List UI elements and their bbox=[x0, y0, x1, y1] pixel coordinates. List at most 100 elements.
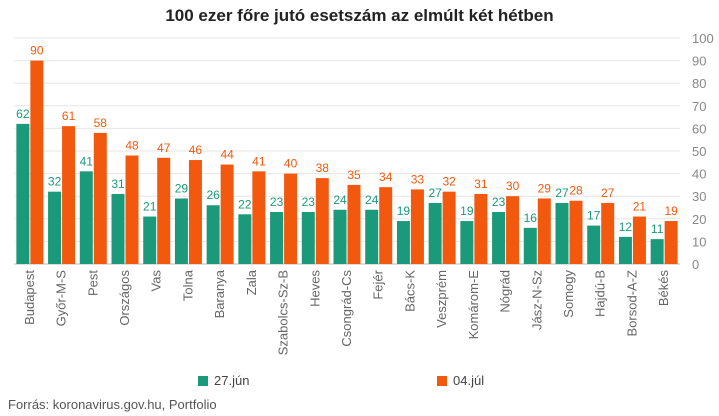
value-label: 58 bbox=[94, 116, 108, 130]
bar-series-1 bbox=[587, 225, 601, 264]
value-label: 62 bbox=[16, 107, 30, 121]
value-label: 19 bbox=[397, 204, 411, 218]
bar-series-2 bbox=[632, 216, 646, 264]
value-label: 35 bbox=[347, 168, 361, 182]
x-tick-label: Győr-M-S bbox=[54, 270, 69, 327]
x-tick-label: Tolna bbox=[180, 269, 195, 301]
bar-series-2 bbox=[379, 187, 393, 264]
value-label: 12 bbox=[619, 220, 633, 234]
x-tick-label: Veszprém bbox=[434, 270, 449, 328]
y-tick-label: 40 bbox=[692, 167, 706, 182]
bar-series-1 bbox=[111, 193, 125, 264]
bar-series-2 bbox=[474, 193, 488, 264]
bar-series-1 bbox=[492, 212, 506, 264]
value-label: 31 bbox=[474, 177, 488, 191]
value-label: 61 bbox=[62, 109, 76, 123]
x-tick-label: Fejér bbox=[371, 269, 386, 299]
source-note: Forrás: koronavirus.gov.hu, Portfolio bbox=[8, 397, 217, 412]
x-tick-label: Borsod-A-Z bbox=[624, 270, 639, 337]
bar-series-1 bbox=[270, 212, 284, 264]
bar-series-1 bbox=[143, 216, 157, 264]
bar-series-1 bbox=[650, 239, 664, 264]
bar-series-1 bbox=[555, 202, 569, 264]
y-tick-label: 100 bbox=[692, 31, 714, 46]
value-label: 23 bbox=[492, 195, 506, 209]
y-tick-label: 20 bbox=[692, 212, 706, 227]
value-label: 29 bbox=[538, 181, 552, 195]
bar-series-1 bbox=[16, 123, 30, 264]
value-label: 23 bbox=[270, 195, 284, 209]
bar-series-1 bbox=[48, 191, 62, 264]
value-label: 32 bbox=[442, 175, 456, 189]
x-axis-ticks: Budapest Győr-M-S Pest Országos Vas Tolna Bara… bbox=[22, 269, 671, 355]
x-tick-label: Csongrád-Cs bbox=[339, 270, 354, 347]
x-tick-label: Somogy bbox=[561, 270, 576, 318]
x-tick-label: Hajdú-B bbox=[593, 270, 608, 317]
y-tick-label: 30 bbox=[692, 189, 706, 204]
bar-series-1 bbox=[428, 202, 442, 264]
value-label: 27 bbox=[428, 186, 442, 200]
bar-series-1 bbox=[365, 209, 379, 264]
bar-series-2 bbox=[157, 157, 171, 264]
chart-title: 100 ezer főre jutó esetszám az elmúlt ké… bbox=[165, 6, 554, 25]
bar-series-1 bbox=[460, 221, 474, 264]
value-label: 30 bbox=[506, 179, 520, 193]
value-label: 48 bbox=[125, 139, 139, 153]
bar-series-1 bbox=[396, 221, 410, 264]
bar-series-1 bbox=[301, 212, 315, 264]
bar-series-2 bbox=[30, 60, 44, 264]
value-label: 16 bbox=[524, 211, 538, 225]
x-tick-label: Békés bbox=[656, 270, 671, 307]
y-axis-ticks: 0 10 20 30 40 50 60 70 80 90 100 bbox=[692, 31, 714, 272]
legend-label-series-2: 04.júl bbox=[453, 373, 485, 388]
x-tick-label: Pest bbox=[85, 270, 100, 296]
bar-series-2 bbox=[93, 132, 107, 264]
bar-series-1 bbox=[174, 198, 188, 264]
bar-series-2 bbox=[410, 189, 424, 264]
bar-series-2 bbox=[62, 126, 76, 264]
bar-series-2 bbox=[220, 164, 234, 264]
value-label: 19 bbox=[664, 204, 678, 218]
value-label: 27 bbox=[555, 186, 569, 200]
x-tick-label: Országos bbox=[117, 270, 132, 326]
bar-series-2 bbox=[315, 178, 329, 264]
value-label: 11 bbox=[651, 222, 664, 236]
bar-series-1 bbox=[238, 214, 252, 264]
bar-series-2 bbox=[664, 221, 678, 264]
value-label: 41 bbox=[80, 154, 94, 168]
x-tick-label: Vas bbox=[149, 270, 164, 292]
value-label: 33 bbox=[411, 172, 425, 186]
y-tick-label: 10 bbox=[692, 234, 706, 249]
value-label: 47 bbox=[157, 141, 171, 155]
bar-series-2 bbox=[188, 160, 202, 264]
x-tick-label: Zala bbox=[244, 269, 259, 295]
x-tick-label: Jász-N-Sz bbox=[529, 270, 544, 330]
value-label: 28 bbox=[569, 184, 583, 198]
value-label: 17 bbox=[587, 209, 601, 223]
value-label: 34 bbox=[379, 170, 393, 184]
value-label: 41 bbox=[252, 154, 266, 168]
y-tick-label: 0 bbox=[692, 257, 699, 272]
value-label: 32 bbox=[48, 175, 62, 189]
x-tick-label: Baranya bbox=[212, 269, 227, 318]
value-label: 21 bbox=[633, 200, 647, 214]
bar-series-2 bbox=[252, 171, 266, 264]
bar-series-2 bbox=[601, 202, 615, 264]
bar-series-2 bbox=[442, 191, 456, 264]
y-tick-label: 50 bbox=[692, 144, 706, 159]
bar-series-1 bbox=[333, 209, 347, 264]
x-tick-label: Nógrád bbox=[498, 270, 513, 313]
value-label: 44 bbox=[220, 148, 234, 162]
bar-series-2 bbox=[569, 200, 583, 264]
bars bbox=[16, 60, 678, 264]
value-label: 23 bbox=[302, 195, 316, 209]
bar-series-2 bbox=[284, 173, 298, 264]
x-tick-label: Komárom-E bbox=[466, 270, 481, 340]
value-label: 22 bbox=[238, 197, 252, 211]
value-label: 24 bbox=[333, 193, 347, 207]
bar-series-2 bbox=[506, 196, 520, 264]
legend: 27.jún 04.júl bbox=[0, 373, 719, 391]
bar-series-1 bbox=[206, 205, 220, 264]
value-label: 29 bbox=[175, 181, 189, 195]
